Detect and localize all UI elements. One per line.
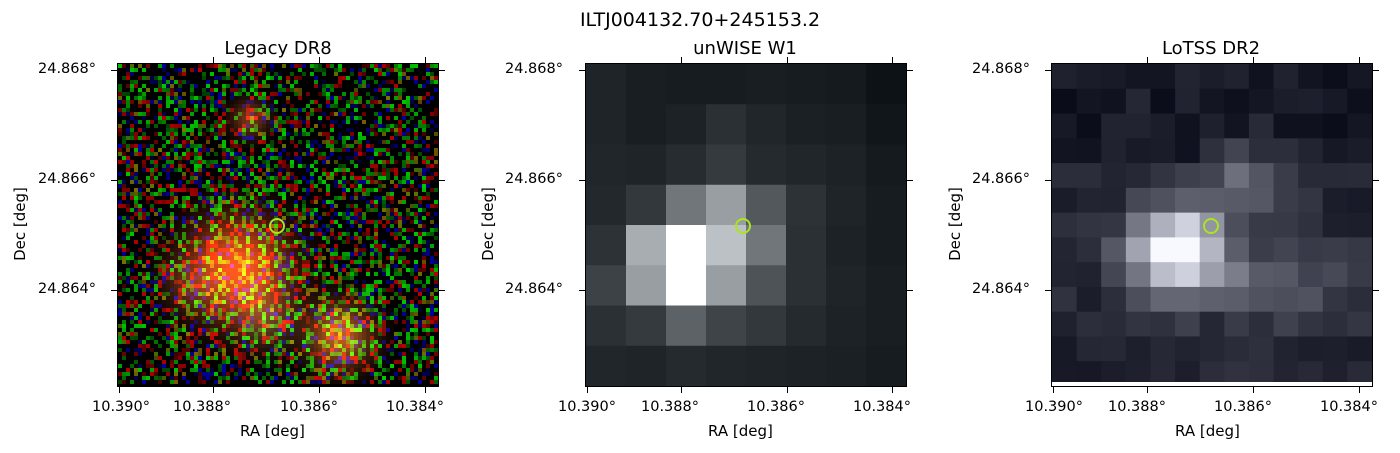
x-axis-label: RA [deg] (708, 422, 773, 440)
x-tick-label: 10.384° (1320, 399, 1378, 415)
y-axis-label: Dec [deg] (945, 187, 964, 261)
y-tick-label: 24.866° (972, 171, 1030, 187)
y-axis-label: Dec [deg] (478, 187, 497, 261)
y-tick-label: 24.868° (972, 61, 1030, 77)
unwise-w1-image (585, 63, 907, 387)
x-tick-label: 10.390° (558, 399, 616, 415)
panel-title: Legacy DR8 (224, 38, 332, 59)
x-tick-label: 10.388° (1108, 399, 1166, 415)
x-tick-label: 10.386° (1214, 399, 1272, 415)
lotss-dr2-image (1051, 63, 1373, 387)
x-tick-label: 10.388° (641, 399, 699, 415)
y-tick-label: 24.864° (505, 281, 563, 297)
y-tick-label: 24.866° (38, 171, 96, 187)
y-tick-label: 24.866° (505, 171, 563, 187)
x-tick-label: 10.386° (747, 399, 805, 415)
panel-title: LoTSS DR2 (1161, 38, 1261, 59)
source-marker (735, 218, 751, 234)
x-tick-label: 10.388° (173, 399, 231, 415)
y-tick-label: 24.864° (38, 281, 96, 297)
x-tick-label: 10.386° (280, 399, 338, 415)
source-marker (269, 218, 285, 234)
figure-title: ILTJ004132.70+245153.2 (579, 9, 821, 31)
y-tick-label: 24.868° (505, 61, 563, 77)
x-tick-label: 10.390° (92, 399, 150, 415)
x-tick-label: 10.384° (386, 399, 444, 415)
x-axis-label: RA [deg] (240, 422, 305, 440)
x-tick-label: 10.384° (853, 399, 911, 415)
x-tick-label: 10.390° (1025, 399, 1083, 415)
source-marker (1203, 218, 1219, 234)
x-axis-label: RA [deg] (1175, 422, 1240, 440)
legacy-dr8-image (117, 63, 439, 387)
panel-title: unWISE W1 (693, 38, 797, 59)
y-tick-label: 24.864° (972, 281, 1030, 297)
y-tick-label: 24.868° (38, 61, 96, 77)
y-axis-label: Dec [deg] (10, 187, 29, 261)
